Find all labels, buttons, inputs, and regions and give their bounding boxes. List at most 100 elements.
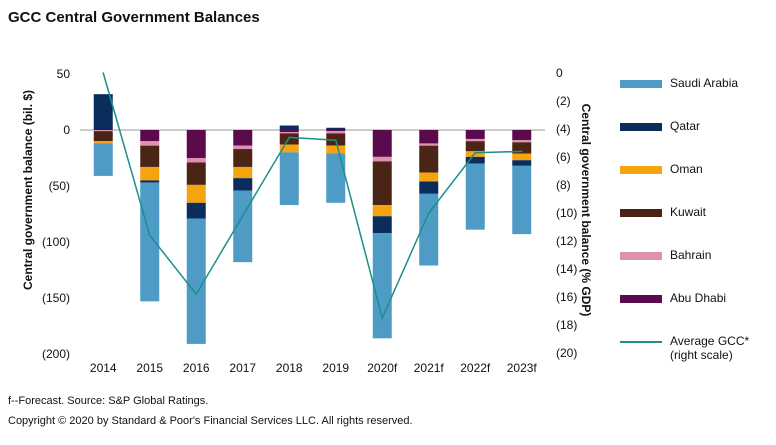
legend-item-oman: Oman [620,162,703,176]
average-gcc-point-2019 [334,139,337,141]
y2-tick-label: (20) [556,346,577,360]
bar-oman-2016 [186,184,206,203]
bar-oman-2021f [419,172,439,182]
bar-bahrain-2017 [233,145,253,150]
chart-title: GCC Central Government Balances [8,9,260,26]
y2-tick-label: (2) [556,94,571,108]
x-tick-label: 2021f [414,361,445,375]
legend-label: Qatar [670,119,701,133]
average-gcc-point-2022f [474,152,477,154]
legend-swatch [620,80,662,88]
average-gcc-point-2015 [148,234,151,237]
legend-item-saudi-arabia: Saudi Arabia [620,76,738,90]
bar-saudi-arabia-2022f [465,163,485,230]
x-tick-label: 2023f [507,361,538,375]
y-tick-label: 0 [63,123,70,137]
bar-abu-dhabi-2015 [140,130,160,142]
bar-abu-dhabi-2017 [233,130,253,146]
legend-item-qatar: Qatar [620,119,700,133]
bar-abu-dhabi-2016 [186,130,206,158]
y-tick-label: (50) [49,179,70,193]
bar-bahrain-2016 [186,158,206,163]
x-tick-label: 2022f [460,361,491,375]
legend-swatch [620,166,662,174]
bar-kuwait-2023f [512,142,532,154]
bar-bahrain-2021f [419,143,439,146]
bar-saudi-arabia-2023f [512,165,532,235]
bar-oman-2020f [372,205,392,217]
legend-label: Abu Dhabi [670,291,727,305]
legend-swatch [620,252,662,260]
bar-oman-2019 [326,145,346,154]
average-gcc-point-2016 [195,293,198,296]
y2-tick-label: (4) [556,122,571,136]
bar-kuwait-2017 [233,149,253,167]
bar-oman-2018 [279,144,299,153]
x-tick-label: 2020f [367,361,398,375]
bar-bahrain-2015 [140,141,160,146]
bar-oman-2015 [140,166,160,181]
legend-label: Oman [670,162,703,176]
y-tick-label: (100) [42,235,70,249]
bar-kuwait-2018 [279,133,299,145]
legend-item-kuwait: Kuwait [620,205,706,219]
bar-kuwait-2016 [186,162,206,185]
x-tick-label: 2019 [322,361,349,375]
legend-swatch [620,123,662,131]
legend-swatch [620,295,662,303]
bar-kuwait-2014 [93,131,113,142]
chart-legend: Saudi Arabia Qatar Oman Kuwait Bahrain Abu Dh… [620,60,770,362]
x-tick-label: 2017 [229,361,256,375]
footnote: f--Forecast. Source: S&P Global Ratings. [8,395,209,407]
bar-qatar-2018 [279,125,299,130]
bar-kuwait-2020f [372,161,392,206]
y-tick-label: 50 [57,67,71,81]
bar-saudi-arabia-2018 [279,152,299,206]
x-tick-label: 2014 [90,361,117,375]
y-tick-label: (200) [42,347,70,361]
bar-abu-dhabi-2020f [372,130,392,157]
bar-saudi-arabia-2019 [326,153,346,203]
bar-qatar-2021f [419,181,439,194]
y2-tick-label: (10) [556,206,577,220]
legend-label: Average GCC* (right scale) [670,334,750,362]
bar-kuwait-2021f [419,145,439,173]
x-tick-label: 2015 [136,361,163,375]
legend-label: Bahrain [670,248,712,262]
bar-oman-2022f [465,151,485,157]
average-gcc-point-2014 [102,72,105,74]
bar-bahrain-2022f [465,138,485,142]
bar-qatar-2019 [326,127,346,130]
bar-saudi-arabia-2015 [140,182,160,302]
x-tick-label: 2016 [183,361,210,375]
bar-bahrain-2019 [326,131,346,134]
bar-oman-2017 [233,166,253,179]
bar-abu-dhabi-2022f [465,130,485,139]
y2-tick-label: (6) [556,150,571,164]
bar-abu-dhabi-2021f [419,130,439,144]
bar-saudi-arabia-2020f [372,233,392,339]
bar-qatar-2017 [233,178,253,191]
bar-qatar-2020f [372,216,392,234]
bar-kuwait-2015 [140,145,160,167]
legend-label: Kuwait [670,205,707,219]
average-gcc-point-2021f [427,212,430,214]
bar-qatar-2015 [140,180,160,183]
y-axis-label: Central government balance (bil. $) [21,90,35,290]
bar-saudi-arabia-2014 [93,143,113,176]
legend-swatch [620,209,662,217]
bar-bahrain-2018 [279,132,299,134]
average-gcc-point-2020f [381,317,384,319]
bar-qatar-2022f [465,156,485,164]
bar-oman-2014 [93,141,113,144]
legend-line-swatch [620,341,662,343]
y2-tick-label: (14) [556,262,577,276]
bar-qatar-2014 [93,94,113,130]
bar-bahrain-2014 [93,130,113,132]
y2-tick-label: 0 [556,66,563,80]
legend-item-abu-dhabi: Abu Dhabi [620,291,726,305]
y-tick-label: (150) [42,291,70,305]
average-gcc-line [102,72,522,321]
legend-label: Saudi Arabia [670,76,739,90]
